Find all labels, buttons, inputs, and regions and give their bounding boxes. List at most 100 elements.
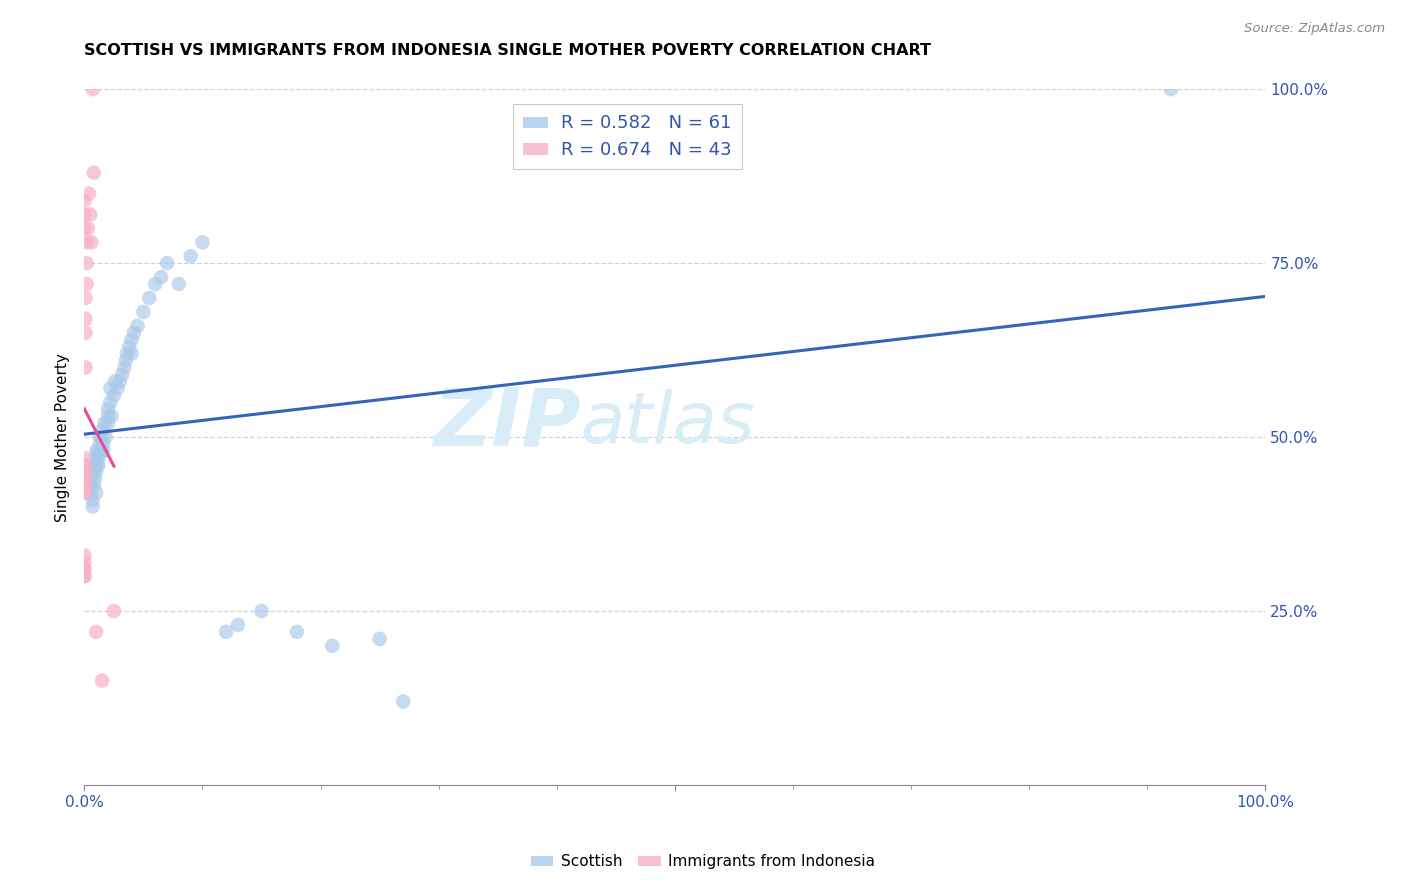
Point <box>91 673 114 688</box>
Point <box>76 277 98 291</box>
Point <box>91 437 114 451</box>
Point <box>73 458 96 472</box>
Point <box>98 381 121 395</box>
Point <box>73 569 96 583</box>
Point <box>392 694 415 708</box>
Point <box>83 479 105 493</box>
Point <box>79 207 101 221</box>
Point <box>138 291 160 305</box>
Point <box>73 472 96 486</box>
Point <box>84 465 107 479</box>
Point <box>79 472 101 486</box>
Point <box>73 479 96 493</box>
Point <box>104 375 127 389</box>
Point <box>84 485 107 500</box>
Point <box>103 604 125 618</box>
Text: atlas: atlas <box>581 389 755 458</box>
Point <box>73 450 96 465</box>
Point <box>93 416 115 430</box>
Point <box>121 346 143 360</box>
Point <box>89 437 111 451</box>
Point <box>226 618 249 632</box>
Point <box>73 194 96 208</box>
Legend: Scottish, Immigrants from Indonesia: Scottish, Immigrants from Indonesia <box>524 848 882 875</box>
Point <box>115 346 138 360</box>
Point <box>73 472 96 486</box>
Point <box>167 277 190 291</box>
Point <box>73 465 96 479</box>
Legend: R = 0.582   N = 61, R = 0.674   N = 43: R = 0.582 N = 61, R = 0.674 N = 43 <box>513 104 742 169</box>
Point <box>83 458 105 472</box>
Y-axis label: Single Mother Poverty: Single Mother Poverty <box>55 352 70 522</box>
Point <box>191 235 214 250</box>
Point <box>114 353 136 368</box>
Point <box>73 549 96 563</box>
Point <box>73 465 96 479</box>
Point <box>83 465 105 479</box>
Point <box>97 416 120 430</box>
Point <box>75 311 97 326</box>
Point <box>215 624 238 639</box>
Point <box>127 318 149 333</box>
Text: ZIP: ZIP <box>433 384 581 462</box>
Point <box>73 562 96 576</box>
Point <box>103 388 125 402</box>
Point <box>91 444 114 458</box>
Point <box>84 458 107 472</box>
Point <box>1160 82 1182 96</box>
Point <box>122 326 145 340</box>
Point <box>89 430 111 444</box>
Point <box>79 479 101 493</box>
Point <box>75 360 97 375</box>
Point <box>100 409 122 424</box>
Point <box>73 207 96 221</box>
Point <box>121 333 143 347</box>
Point <box>84 450 107 465</box>
Point <box>76 256 98 270</box>
Point <box>87 458 110 472</box>
Point <box>156 256 179 270</box>
Point <box>73 465 96 479</box>
Point <box>73 465 96 479</box>
Point <box>73 472 96 486</box>
Point <box>91 444 114 458</box>
Point <box>82 500 104 514</box>
Point <box>79 485 101 500</box>
Point <box>73 562 96 576</box>
Point <box>111 368 134 382</box>
Point <box>73 458 96 472</box>
Point <box>82 82 104 96</box>
Point <box>84 472 107 486</box>
Point <box>73 485 96 500</box>
Point <box>77 221 100 235</box>
Point <box>143 277 166 291</box>
Point <box>180 249 202 263</box>
Point <box>321 639 343 653</box>
Point <box>94 430 117 444</box>
Point <box>77 186 100 201</box>
Point <box>75 291 97 305</box>
Point <box>107 381 129 395</box>
Point <box>82 492 104 507</box>
Point <box>285 624 308 639</box>
Point <box>73 485 96 500</box>
Point <box>97 409 120 424</box>
Point <box>108 375 131 389</box>
Point <box>73 479 96 493</box>
Point <box>114 360 136 375</box>
Point <box>80 235 103 250</box>
Point <box>98 395 121 409</box>
Point <box>76 235 98 250</box>
Point <box>368 632 391 646</box>
Point <box>250 604 273 618</box>
Point <box>75 326 97 340</box>
Point <box>73 569 96 583</box>
Point <box>87 450 110 465</box>
Point <box>73 465 96 479</box>
Text: SCOTTISH VS IMMIGRANTS FROM INDONESIA SINGLE MOTHER POVERTY CORRELATION CHART: SCOTTISH VS IMMIGRANTS FROM INDONESIA SI… <box>84 43 931 58</box>
Point <box>84 444 107 458</box>
Point <box>97 402 120 417</box>
Point <box>84 624 107 639</box>
Point <box>83 166 105 180</box>
Point <box>73 472 96 486</box>
